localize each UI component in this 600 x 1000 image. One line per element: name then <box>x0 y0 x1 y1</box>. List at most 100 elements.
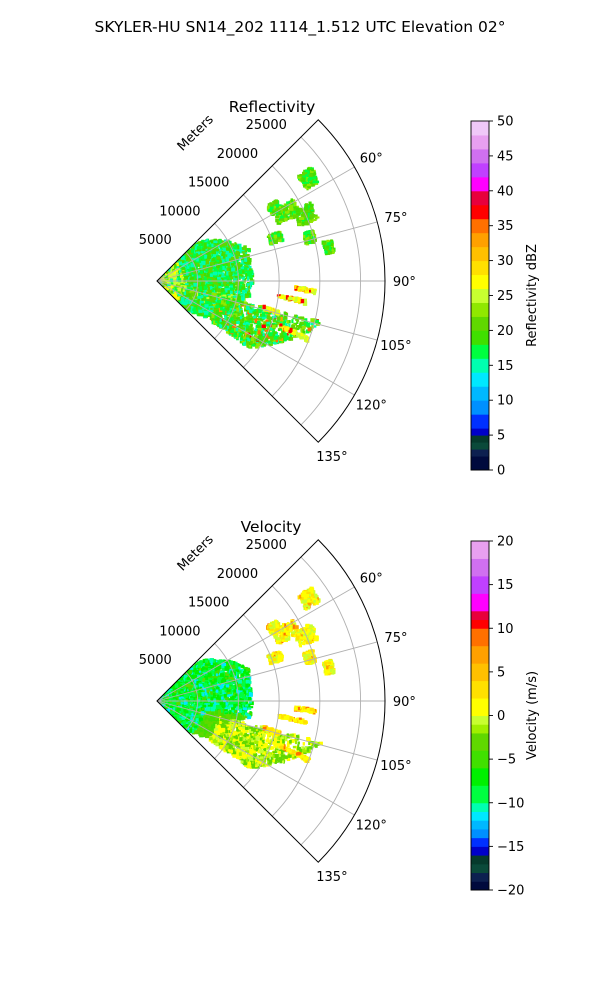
radar-cell <box>217 313 220 316</box>
radar-cell <box>231 332 234 337</box>
radar-cell <box>186 289 191 294</box>
radar-cell <box>201 260 206 264</box>
radar-cell <box>230 302 233 307</box>
radar-cell <box>233 272 237 275</box>
radar-cell <box>243 333 246 337</box>
radar-cell <box>239 264 243 267</box>
radar-cell <box>270 336 274 341</box>
radar-cell <box>243 277 247 282</box>
radar-cell <box>179 289 182 294</box>
radar-cell <box>210 270 214 274</box>
radar-cell <box>183 301 187 306</box>
radar-cell <box>240 310 244 315</box>
radar-cell <box>240 335 244 338</box>
radar-cell <box>231 320 236 325</box>
radar-cell <box>303 322 307 328</box>
radar-cell <box>239 321 243 326</box>
radar-cell <box>199 243 202 246</box>
radar-cell <box>202 273 206 277</box>
radar-cell <box>242 253 246 258</box>
radar-cell <box>236 307 240 312</box>
radar-cell <box>283 317 288 322</box>
radar-cell <box>276 321 280 324</box>
radar-cell <box>233 283 236 288</box>
radar-cell <box>188 274 192 277</box>
radar-cell <box>204 246 207 249</box>
radar-cell <box>199 266 202 270</box>
radar-cell <box>190 270 195 275</box>
radar-cell <box>237 275 241 279</box>
radar-cell <box>205 244 208 249</box>
radar-cell <box>169 278 174 283</box>
reflectivity-panel: Reflectivity 60°75°90°105°120°135°500010… <box>139 98 540 479</box>
radar-cell <box>245 262 249 265</box>
radar-cell <box>166 271 169 274</box>
radar-cell <box>310 322 315 326</box>
radar-cell <box>289 334 293 339</box>
radar-cell <box>238 264 243 270</box>
radar-cell <box>245 316 250 320</box>
radar-cell <box>247 276 250 281</box>
radar-cell <box>225 250 229 255</box>
radar-cell <box>268 332 273 337</box>
radar-cell <box>187 266 192 271</box>
radar-cell <box>190 263 195 268</box>
reflectivity-sector-plot: 60°75°90°105°120°135°5000100001500020000… <box>139 112 416 465</box>
radar-cell <box>226 247 231 251</box>
radar-cell <box>289 214 293 218</box>
radar-cell <box>283 337 287 342</box>
radar-cell <box>209 257 213 260</box>
radar-cell <box>241 260 246 264</box>
radar-cell <box>179 285 184 288</box>
radar-cell <box>197 312 202 316</box>
radar-cell <box>234 265 238 269</box>
radar-cell <box>221 253 224 257</box>
radar-cell <box>206 263 211 267</box>
radar-cell <box>211 292 215 296</box>
radar-cell <box>225 256 228 261</box>
radar-cell <box>186 303 191 309</box>
radar-cell <box>262 321 266 326</box>
radar-cell <box>208 294 211 299</box>
radar-cell <box>266 323 270 327</box>
radar-cell <box>163 286 167 290</box>
radar-cell <box>225 245 231 250</box>
radar-cell <box>214 245 217 248</box>
radar-cell <box>223 281 227 286</box>
radar-cell <box>257 330 261 335</box>
radar-cell <box>181 259 185 263</box>
radar-cell <box>234 242 237 245</box>
radar-cell <box>222 288 227 291</box>
radar-cell <box>238 332 243 336</box>
radar-cell <box>221 272 225 276</box>
radar-cell <box>192 308 196 312</box>
radar-cell <box>197 283 202 286</box>
radar-cell <box>245 288 249 291</box>
radar-cell <box>274 314 278 317</box>
radar-cell <box>242 279 245 282</box>
radar-cell <box>177 287 182 292</box>
radar-cell <box>246 248 250 252</box>
radar-cell <box>237 304 241 308</box>
radar-cell <box>311 219 315 222</box>
radar-cell <box>305 204 309 209</box>
radar-cell <box>204 257 208 261</box>
radar-cell <box>218 260 224 265</box>
radar-cell <box>203 245 207 249</box>
radar-cell <box>224 247 228 251</box>
radar-cell <box>213 292 217 297</box>
radar-cell <box>234 291 238 294</box>
radar-cell <box>192 253 196 257</box>
radar-cell <box>197 292 201 297</box>
radar-cell <box>241 270 245 274</box>
radar-cell <box>224 285 229 289</box>
radar-cell <box>180 276 184 280</box>
radar-cell <box>241 283 245 287</box>
radar-cell <box>236 249 239 253</box>
radar-cell <box>246 260 252 265</box>
radar-cell <box>202 247 206 252</box>
radar-cell <box>243 251 248 255</box>
reflectivity-panel-title: Reflectivity <box>229 98 316 116</box>
radar-cell <box>217 245 221 248</box>
radar-cell <box>222 243 225 247</box>
